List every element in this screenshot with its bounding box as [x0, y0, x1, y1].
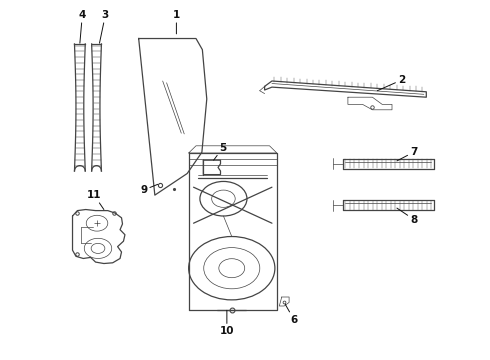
Text: 3: 3	[99, 10, 109, 43]
Text: 2: 2	[377, 75, 405, 91]
Text: 7: 7	[397, 147, 418, 161]
Text: 10: 10	[220, 310, 234, 336]
Text: 6: 6	[285, 304, 297, 325]
Text: 1: 1	[173, 10, 180, 34]
Text: 4: 4	[78, 10, 86, 43]
Text: 9: 9	[140, 184, 158, 195]
Text: 5: 5	[214, 143, 226, 160]
Text: 11: 11	[87, 190, 104, 210]
Text: 8: 8	[397, 208, 417, 225]
